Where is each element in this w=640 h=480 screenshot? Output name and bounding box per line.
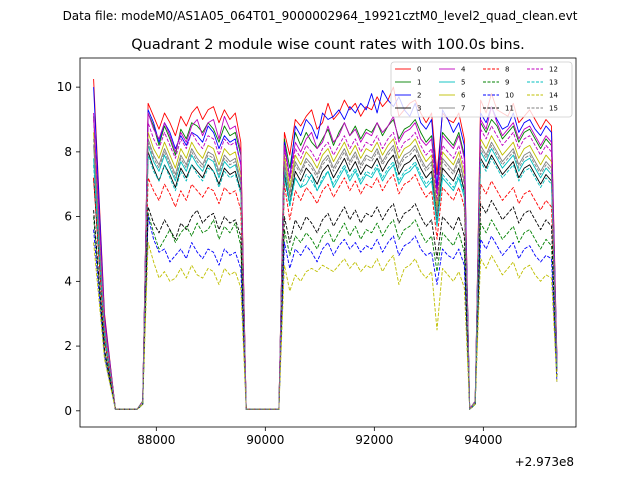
x-axis-offset-label: +2.973e8	[515, 455, 574, 469]
legend-label-1: 1	[417, 79, 421, 87]
legend-label-9: 9	[505, 79, 509, 87]
series-line-13	[93, 154, 558, 410]
series-line-4	[93, 106, 558, 410]
series-line-11	[93, 199, 558, 410]
series-line-14	[93, 242, 558, 410]
series-line-9	[93, 212, 558, 410]
legend-label-2: 2	[417, 92, 421, 100]
series-line-3	[93, 151, 558, 410]
x-axis: 88000 90000 92000 94000	[137, 427, 502, 447]
legend-label-0: 0	[417, 66, 421, 74]
series-group	[93, 78, 558, 410]
series-line-6	[93, 131, 558, 410]
series-line-7	[93, 138, 558, 410]
y-tick-label: 6	[64, 210, 72, 224]
axes-frame	[79, 57, 577, 428]
figure-suptitle: Data file: modeM0/AS1A05_064T01_90000029…	[63, 9, 578, 23]
legend-label-13: 13	[549, 79, 558, 87]
legend-label-15: 15	[549, 105, 558, 113]
series-line-12	[93, 119, 558, 410]
legend-label-4: 4	[461, 66, 466, 74]
y-tick-label: 10	[57, 80, 72, 94]
series-line-2	[93, 87, 558, 410]
y-tick-label: 4	[64, 274, 72, 288]
legend-label-6: 6	[461, 92, 466, 100]
y-tick-label: 8	[64, 145, 72, 159]
y-axis: 0 2 4 6 8 10	[57, 80, 80, 418]
y-tick-label: 2	[64, 339, 72, 353]
x-tick-label: 88000	[137, 433, 175, 447]
legend-label-12: 12	[549, 66, 558, 74]
legend-label-8: 8	[505, 66, 509, 74]
legend-label-14: 14	[549, 92, 558, 100]
y-tick-label: 0	[64, 404, 72, 418]
series-line-8	[93, 174, 558, 410]
legend-label-3: 3	[417, 105, 421, 113]
legend-label-10: 10	[505, 92, 514, 100]
x-tick-label: 92000	[355, 433, 393, 447]
x-tick-label: 90000	[246, 433, 284, 447]
series-line-10	[93, 216, 558, 410]
legend-label-7: 7	[461, 105, 465, 113]
legend-label-5: 5	[461, 79, 465, 87]
chart-title: Quadrant 2 module wise count rates with …	[131, 37, 525, 53]
legend-frame	[390, 61, 573, 118]
x-tick-label: 94000	[464, 433, 502, 447]
legend-label-11: 11	[505, 105, 514, 113]
series-line-5	[93, 144, 558, 410]
